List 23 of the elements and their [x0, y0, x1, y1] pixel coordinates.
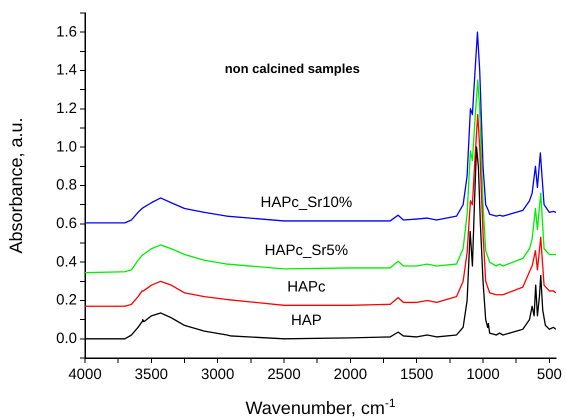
- x-tick-label: 1000: [466, 366, 500, 384]
- series-label: HAPc_Sr10%: [260, 194, 352, 211]
- x-tick-label: 2000: [334, 366, 368, 384]
- y-tick-label: 0.6: [56, 214, 77, 232]
- x-tick-label: 4000: [68, 366, 102, 384]
- y-tick-label: 0.4: [56, 253, 77, 270]
- y-tick-label: 0.2: [56, 292, 77, 309]
- x-tick-label: 3000: [200, 366, 234, 384]
- annotation: non calcined samples: [224, 61, 360, 76]
- y-tick-label: 0.0: [56, 330, 77, 347]
- x-tick-label: 1500: [400, 366, 434, 384]
- y-tick-label: 1.6: [56, 23, 77, 40]
- series-label: HAPc: [287, 278, 326, 296]
- series-label: HAP: [290, 312, 322, 329]
- series-label: HAPc_Sr5%: [264, 242, 348, 259]
- x-tick-label: 3500: [134, 366, 168, 384]
- x-tick-label: 2500: [267, 366, 301, 384]
- y-tick-label: 1.4: [56, 62, 77, 79]
- x-tick-label: 500: [536, 366, 562, 384]
- y-tick-label: 1.2: [56, 100, 77, 117]
- y-tick-label: 1.0: [56, 138, 77, 156]
- y-axis-title: Absorbance, a.u.: [6, 117, 26, 254]
- y-tick-label: 0.8: [56, 176, 77, 194]
